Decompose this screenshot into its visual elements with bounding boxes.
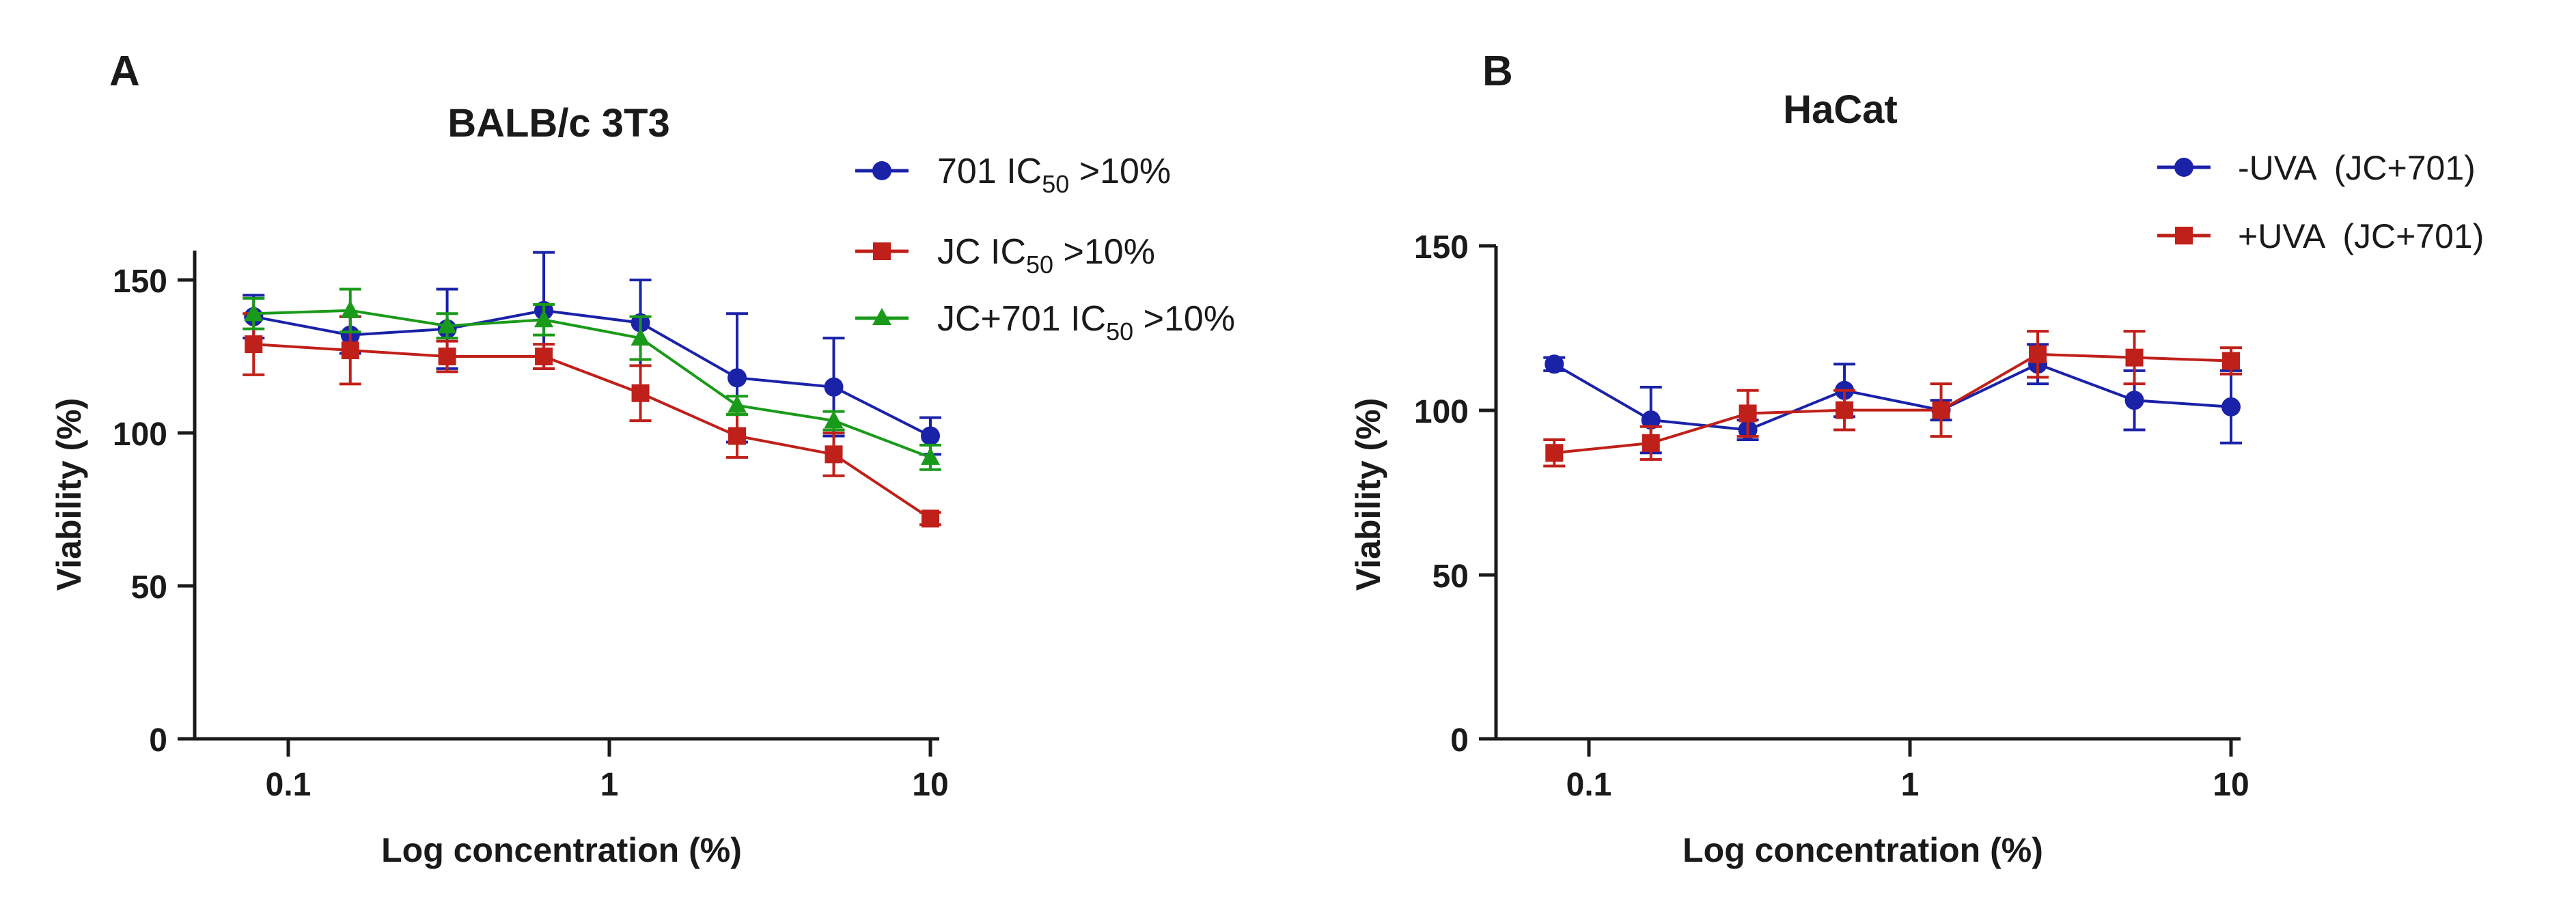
data-point-a-2-5 xyxy=(728,395,747,413)
data-point-a-1-5 xyxy=(728,427,747,445)
legend-marker-a-jc701 xyxy=(872,308,891,325)
data-point-b-0-1 xyxy=(1641,410,1661,430)
data-point-a-2-7 xyxy=(921,447,940,465)
data-point-b-1-0 xyxy=(1545,444,1564,462)
x-axis-b: 0.1 1 10 Log concentration (%) xyxy=(1496,737,2249,869)
panel-a-label: A xyxy=(109,48,140,95)
x-tick-label-a-10: 10 xyxy=(912,767,948,803)
legend-item-b-minus-uva: -UVA (JC+701) xyxy=(2157,149,2476,187)
legend-text-a-jc: JC IC50 >10% xyxy=(937,232,1155,279)
legend-a: 701 IC50 >10% JC IC50 >10% JC+701 IC50 >… xyxy=(855,152,1235,346)
data-point-a-1-2 xyxy=(438,348,456,365)
y-axis-b: 0 50 100 150 Viability (%) xyxy=(1349,229,1498,759)
x-tick-label-b-10: 10 xyxy=(2213,767,2249,803)
data-point-b-1-7 xyxy=(2222,352,2240,370)
data-point-b-1-3 xyxy=(1836,401,1854,419)
data-point-a-1-1 xyxy=(341,341,359,360)
data-point-a-1-3 xyxy=(535,348,553,365)
series-line-a-2 xyxy=(253,309,931,459)
data-point-b-1-5 xyxy=(2029,345,2047,363)
series-line-b-1 xyxy=(1554,352,2232,455)
data-point-a-0-5 xyxy=(728,368,747,388)
data-point-b-0-0 xyxy=(1545,354,1564,374)
data-point-a-1-4 xyxy=(631,384,650,402)
data-point-a-2-4 xyxy=(631,328,650,346)
panel-b-label: B xyxy=(1482,48,1513,95)
legend-marker-b-plus-uva xyxy=(2175,227,2193,244)
data-point-a-1-0 xyxy=(245,335,263,354)
series-line-a-1 xyxy=(253,343,932,520)
panel-b: B HaCat 0 50 100 150 Viability (%) 0.1 1… xyxy=(1349,48,2484,869)
legend-b: -UVA (JC+701) +UVA (JC+701) xyxy=(2157,149,2484,255)
y-axis-a: 0 50 100 150 Viability (%) xyxy=(50,251,197,759)
data-point-b-1-6 xyxy=(2125,348,2144,367)
data-point-a-0-7 xyxy=(921,426,940,446)
panel-a-title: BALB/c 3T3 xyxy=(447,101,670,145)
legend-marker-a-701 xyxy=(872,161,891,180)
legend-item-b-plus-uva: +UVA (JC+701) xyxy=(2157,217,2484,255)
data-point-a-2-6 xyxy=(824,410,844,429)
legend-item-a-701: 701 IC50 >10% xyxy=(855,152,1171,198)
data-point-a-2-2 xyxy=(437,315,457,334)
series-a-2 xyxy=(243,287,941,471)
x-tick-label-b-1: 1 xyxy=(1901,767,1920,803)
data-point-a-0-6 xyxy=(824,377,844,397)
x-tick-label-a-1: 1 xyxy=(600,767,619,803)
data-point-b-1-1 xyxy=(1642,434,1660,452)
x-axis-a: 0.1 1 10 Log concentration (%) xyxy=(195,737,949,869)
y-tick-label-b-100: 100 xyxy=(1414,394,1469,430)
legend-item-a-jc701: JC+701 IC50 >10% xyxy=(855,299,1235,346)
data-point-b-0-6 xyxy=(2124,391,2144,410)
data-point-a-2-3 xyxy=(534,309,554,328)
x-axis-label-b: Log concentration (%) xyxy=(1682,831,2043,869)
y-tick-label-a-150: 150 xyxy=(113,264,167,300)
legend-item-a-jc: JC IC50 >10% xyxy=(855,232,1155,279)
legend-text-b-minus-uva: -UVA (JC+701) xyxy=(2238,149,2476,187)
legend-text-b-plus-uva: +UVA (JC+701) xyxy=(2238,217,2484,255)
series-line-a-0 xyxy=(253,309,931,438)
data-point-a-2-0 xyxy=(244,303,264,322)
data-point-a-2-1 xyxy=(340,300,360,318)
y-tick-label-b-50: 50 xyxy=(1432,559,1469,595)
legend-text-a-701: 701 IC50 >10% xyxy=(937,152,1171,198)
panel-b-title: HaCat xyxy=(1783,87,1898,132)
data-point-a-1-6 xyxy=(825,445,843,464)
series-b-1 xyxy=(1543,330,2242,468)
plot-area-b xyxy=(1543,330,2242,468)
y-tick-label-b-150: 150 xyxy=(1414,229,1469,266)
legend-text-a-jc701: JC+701 IC50 >10% xyxy=(937,299,1235,346)
series-line-b-0 xyxy=(1553,363,2232,432)
data-point-a-1-7 xyxy=(922,509,939,528)
legend-marker-a-jc xyxy=(873,242,891,260)
x-axis-label-a: Log concentration (%) xyxy=(381,831,742,869)
data-point-b-1-4 xyxy=(1932,401,1950,419)
data-point-b-0-7 xyxy=(2221,397,2241,417)
y-tick-label-a-100: 100 xyxy=(113,417,167,453)
x-tick-label-a-0.1: 0.1 xyxy=(266,767,311,803)
plot-area-a xyxy=(243,251,941,528)
panel-a: A BALB/c 3T3 0 50 100 150 Viability (%) … xyxy=(50,48,1235,869)
y-tick-label-b-0: 0 xyxy=(1450,722,1469,759)
y-axis-label-b: Viability (%) xyxy=(1349,398,1387,591)
y-axis-label-a: Viability (%) xyxy=(50,398,88,591)
legend-marker-b-minus-uva xyxy=(2174,158,2193,177)
y-tick-label-a-0: 0 xyxy=(149,722,167,759)
y-tick-label-a-50: 50 xyxy=(131,569,167,606)
data-point-b-1-2 xyxy=(1739,404,1757,423)
series-a-1 xyxy=(243,312,941,528)
x-tick-label-b-0.1: 0.1 xyxy=(1566,767,1612,803)
